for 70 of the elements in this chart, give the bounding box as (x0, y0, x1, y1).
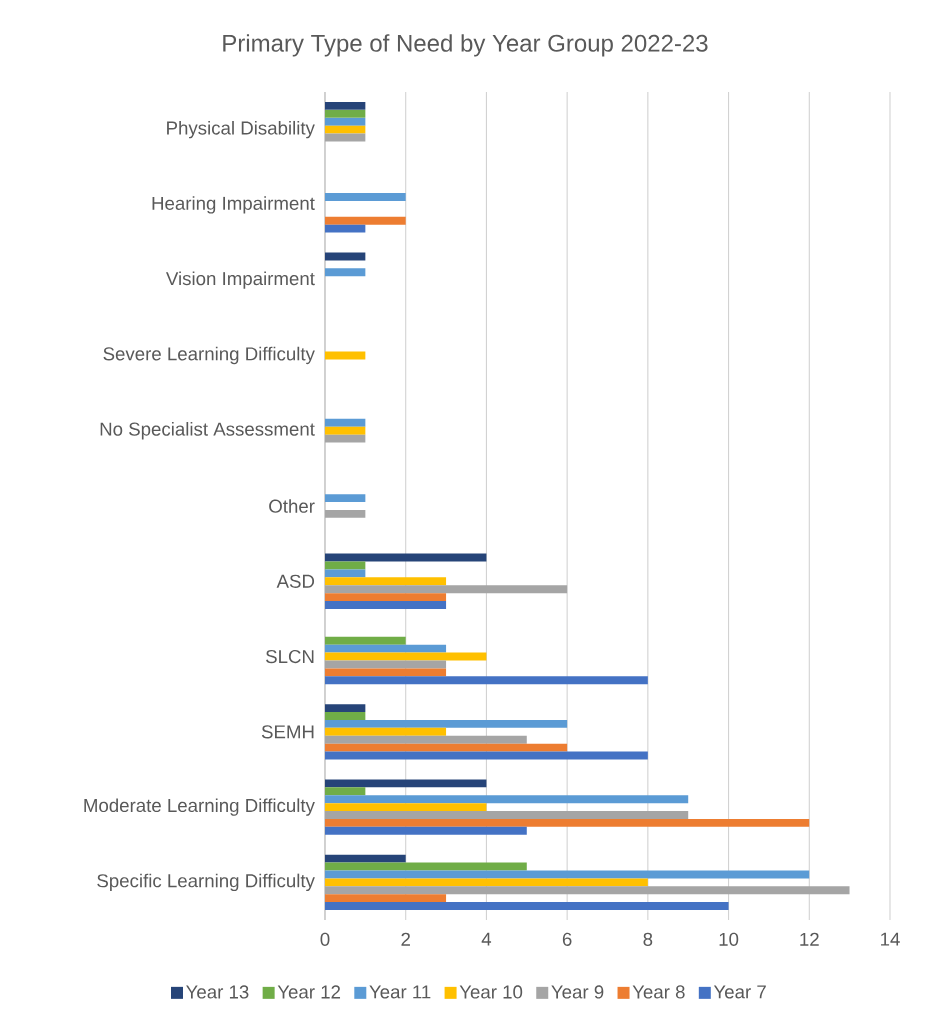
bar (325, 902, 729, 911)
bar (325, 577, 447, 586)
y-tick-label: Hearing Impairment (152, 196, 315, 214)
bar (325, 826, 527, 835)
bar (325, 854, 406, 863)
y-tick-label: SEMH (261, 725, 314, 739)
bar (325, 886, 850, 895)
bar (325, 727, 447, 736)
bar (325, 509, 366, 518)
x-tick-label: 6 (562, 932, 572, 946)
chart-title: Primary Type of Need by Year Group 2022-23 (223, 34, 708, 57)
bar (325, 803, 487, 812)
bar (325, 268, 366, 277)
bar (325, 569, 366, 578)
bar (325, 585, 568, 594)
bar (325, 712, 366, 720)
bar (325, 735, 527, 744)
y-tick-label: Moderate Learning Difficulty (84, 798, 315, 816)
y-tick-label: ASD (276, 574, 315, 588)
legend-label: Year 7 (713, 985, 766, 999)
x-tick-label: 10 (719, 932, 739, 946)
bar (325, 117, 366, 126)
bar (325, 743, 568, 752)
bar (325, 894, 447, 903)
x-tick-label: 14 (881, 932, 900, 946)
bar (325, 660, 447, 669)
bar (325, 719, 568, 728)
x-tick-label: 4 (481, 932, 492, 946)
bar (325, 787, 366, 796)
bar (325, 818, 810, 827)
x-tick-label: 0 (320, 932, 330, 946)
bar (325, 426, 366, 435)
legend-label: Year 9 (551, 985, 604, 999)
legend-label: Year 13 (186, 985, 249, 999)
bar (325, 601, 447, 609)
bar (325, 811, 689, 819)
x-tick-label: 2 (401, 932, 410, 946)
bar (325, 125, 366, 134)
bar (325, 216, 406, 225)
bar (325, 224, 366, 233)
y-tick-label: Severe Learning Difficulty (103, 346, 315, 365)
legend-label: Year 11 (369, 985, 431, 999)
bar (325, 704, 366, 713)
y-tick-label: Vision Impairment (165, 271, 315, 289)
x-tick-label: 12 (800, 932, 819, 946)
bar (325, 494, 366, 503)
bar (325, 878, 648, 887)
bar (325, 668, 447, 677)
bar (325, 193, 406, 201)
y-tick-label: Specific Learning Difficulty (97, 873, 315, 892)
y-tick-label: SLCN (266, 649, 314, 664)
bar (325, 109, 366, 118)
x-tick-label: 8 (643, 932, 653, 946)
y-tick-label: Other (269, 499, 315, 513)
y-tick-label: Physical Disability (167, 120, 315, 139)
bar (325, 593, 447, 602)
bar (325, 862, 527, 871)
bar (325, 434, 366, 443)
bar (325, 553, 487, 562)
bar (325, 779, 487, 788)
bar (325, 644, 447, 653)
legend-label: Year 8 (632, 985, 685, 999)
bar (325, 101, 366, 110)
bar (325, 418, 366, 427)
y-tick-label: No Specialist Assessment (100, 422, 315, 440)
bar (325, 676, 648, 685)
legend-label: Year 10 (459, 985, 523, 999)
bar (325, 636, 406, 645)
bar (325, 795, 689, 804)
legend-label: Year 12 (277, 985, 341, 999)
